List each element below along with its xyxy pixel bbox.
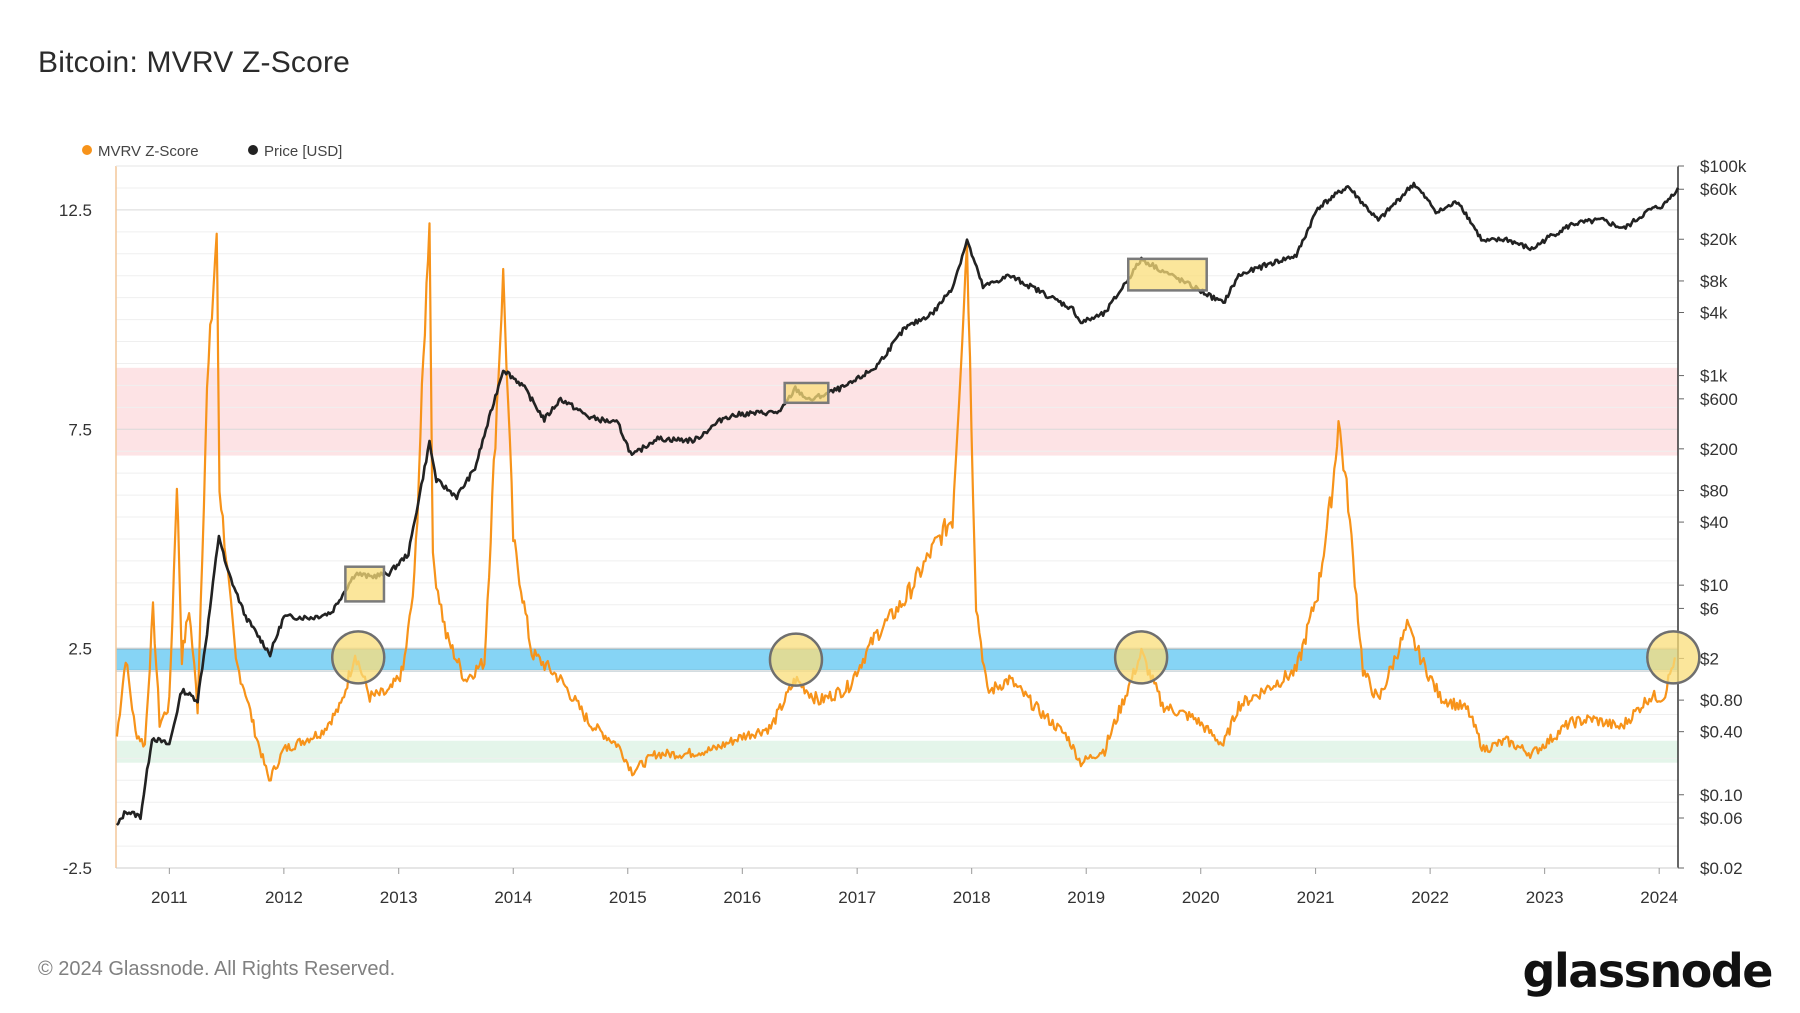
- right-tick-label: $2: [1700, 649, 1719, 668]
- x-tick-label: 2024: [1640, 888, 1678, 907]
- right-tick-label: $200: [1700, 440, 1738, 459]
- right-tick-label: $60k: [1700, 180, 1737, 199]
- right-tick-label: $0.10: [1700, 786, 1743, 805]
- band-red: [116, 367, 1678, 456]
- plot-frame: [115, 165, 1679, 869]
- highlight-box: [344, 565, 386, 603]
- highlight-circle: [768, 632, 824, 687]
- highlight-circle: [330, 630, 386, 685]
- right-tick-label: $100k: [1700, 157, 1747, 176]
- right-tick-label: $40: [1700, 513, 1728, 532]
- x-tick-label: 2012: [265, 888, 303, 907]
- x-tick-label: 2014: [494, 888, 532, 907]
- legend-label: Price [USD]: [264, 143, 342, 160]
- x-tick-label: 2019: [1067, 888, 1105, 907]
- left-tick-label: -2.5: [63, 859, 92, 878]
- highlight-box: [1127, 257, 1208, 292]
- legend: MVRV Z-Score Price [USD]: [82, 143, 342, 160]
- right-tick-label: $1k: [1700, 367, 1728, 386]
- left-tick-label: 2.5: [68, 640, 92, 659]
- legend-label: MVRV Z-Score: [98, 143, 199, 160]
- legend-item: Price [USD]: [248, 143, 342, 160]
- band-blue: [116, 648, 1678, 671]
- right-tick-label: $80: [1700, 482, 1728, 501]
- right-tick-label: $0.40: [1700, 723, 1743, 742]
- series-price-usd: [115, 181, 1680, 826]
- band-green: [116, 740, 1678, 763]
- x-tick-label: 2018: [953, 888, 991, 907]
- highlight-circle: [1646, 630, 1701, 685]
- right-tick-label: $8k: [1700, 272, 1728, 291]
- glassnode-logo: glassnode: [1522, 944, 1774, 998]
- x-tick-label: 2011: [151, 888, 188, 907]
- x-tick-label: 2013: [380, 888, 418, 907]
- x-tick-label: 2021: [1297, 888, 1335, 907]
- right-tick-label: $20k: [1700, 230, 1737, 249]
- right-tick-label: $600: [1700, 390, 1738, 409]
- annotations: [330, 257, 1701, 687]
- left-tick-label: 7.5: [68, 420, 92, 439]
- x-tick-label: 2020: [1182, 888, 1220, 907]
- bands: [116, 367, 1678, 763]
- x-tick-label: 2016: [723, 888, 761, 907]
- page-title: Bitcoin: MVRV Z-Score: [38, 46, 351, 79]
- right-tick-label: $10: [1700, 576, 1728, 595]
- right-tick-label: $6: [1700, 599, 1719, 618]
- series-mvrv-zscore: [115, 222, 1676, 782]
- series-lines: [115, 181, 1680, 826]
- right-tick-label: $0.80: [1700, 691, 1743, 710]
- x-tick-label: 2015: [609, 888, 647, 907]
- left-axis: -2.5 2.5 7.5 12.5: [59, 201, 92, 878]
- highlight-circle: [1113, 630, 1169, 685]
- x-axis: 2011 2012 2013 2014 2015 2016 2017 2018 2019 2020…: [151, 868, 1678, 907]
- copyright-text: © 2024 Glassnode. All Rights Reserved.: [38, 958, 396, 980]
- x-tick-label: 2022: [1411, 888, 1449, 907]
- right-tick-label: $0.06: [1700, 809, 1743, 828]
- legend-item: MVRV Z-Score: [82, 143, 199, 160]
- x-tick-label: 2017: [838, 888, 876, 907]
- right-axis: $0.02 $0.06 $0.10 $0.40 $0.80 $2 $6 $10 $40 $80 $2…: [1678, 157, 1747, 878]
- right-tick-label: $0.02: [1700, 859, 1743, 878]
- right-tick-label: $4k: [1700, 303, 1728, 322]
- highlight-box: [783, 381, 830, 405]
- legend-swatch: [248, 145, 258, 155]
- left-tick-label: 12.5: [59, 201, 92, 220]
- x-tick-label: 2023: [1526, 888, 1564, 907]
- legend-swatch: [82, 145, 92, 155]
